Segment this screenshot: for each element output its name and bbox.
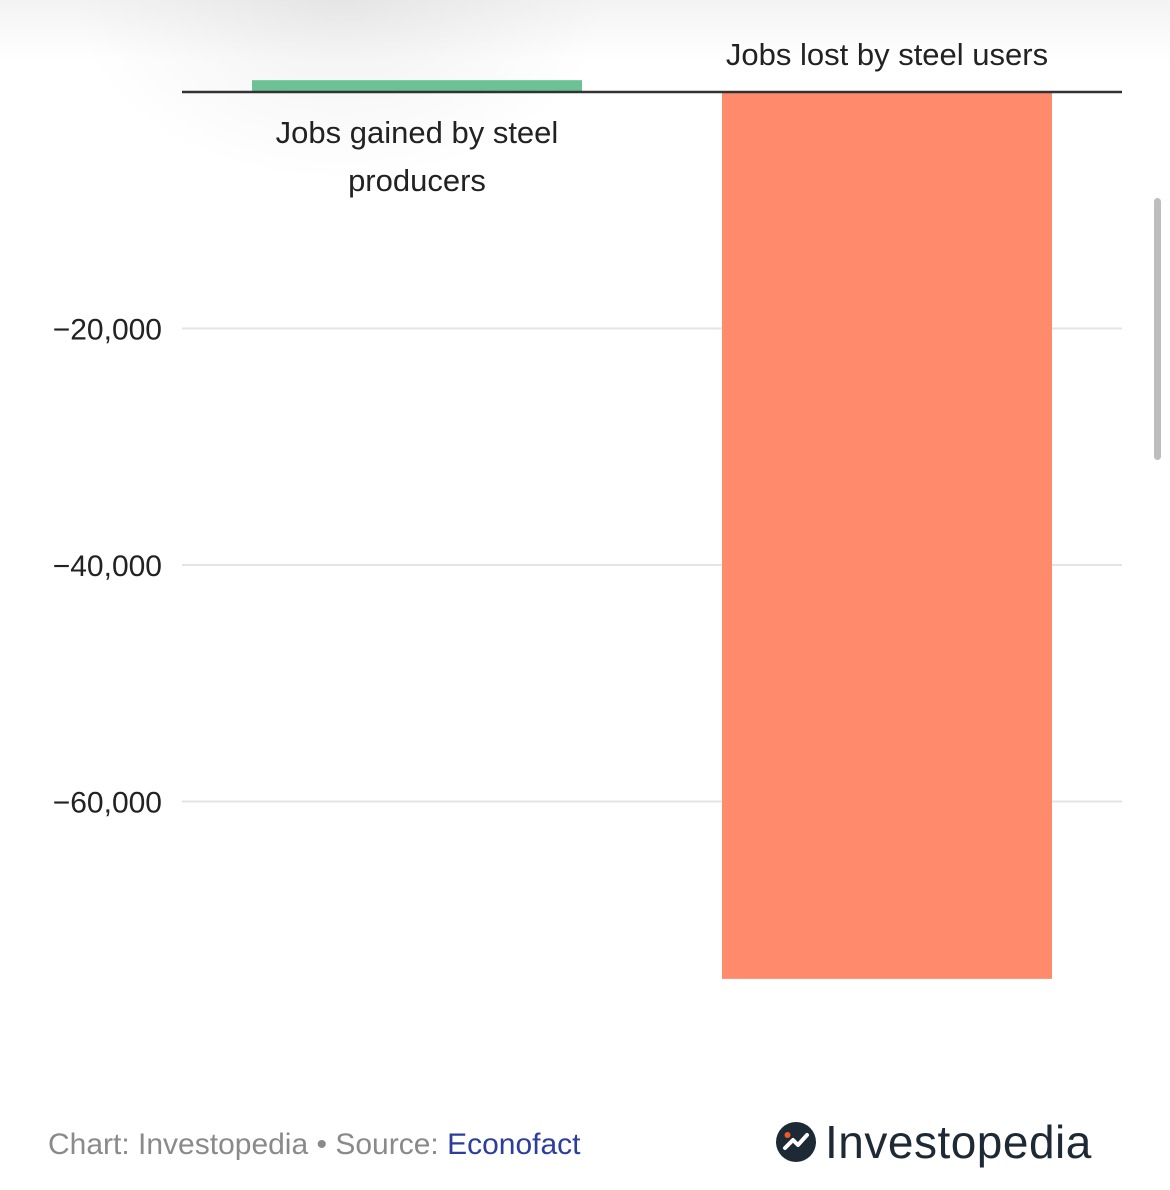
chart-footer: Chart: Investopedia • Source: Econofact [48, 1128, 580, 1162]
y-tick-label: −60,000 [53, 787, 162, 820]
bar [722, 92, 1052, 979]
category-label: Jobs gained by steel producers [276, 115, 559, 198]
y-tick-label: −20,000 [53, 314, 162, 347]
source-link[interactable]: Econofact [447, 1128, 581, 1161]
investopedia-logo-icon [776, 1122, 816, 1162]
y-tick-label: −40,000 [53, 550, 162, 583]
bar [252, 80, 582, 92]
investopedia-logo[interactable]: Investopedia [775, 1114, 1092, 1170]
bar-chart: −20,000 −40,000 −60,000 Jobs gained by stee… [53, 37, 1122, 979]
logo-wordmark: Investopedia [825, 1116, 1092, 1168]
scrollbar[interactable] [1154, 198, 1161, 460]
chart-credit: Chart: Investopedia • Source: [48, 1128, 448, 1161]
category-label: Jobs lost by steel users [726, 37, 1048, 72]
